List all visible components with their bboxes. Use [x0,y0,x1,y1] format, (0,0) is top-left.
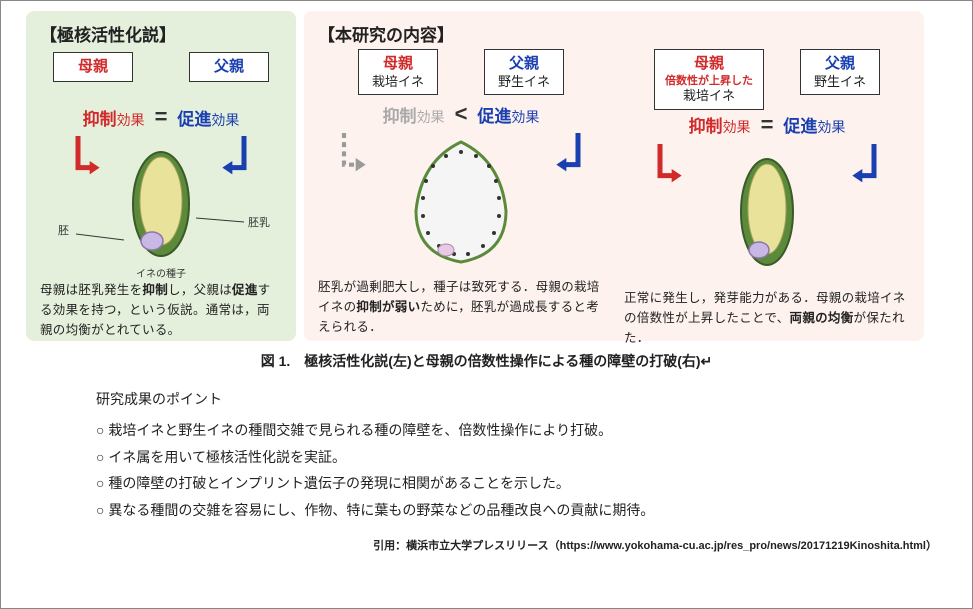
effect-row-left: 抑制効果 = 促進効果 [40,104,282,130]
father-sub-col1: 野生イネ [495,74,553,91]
desc-col2: 正常に発生し，発芽能力がある．母親の栽培イネの倍数性が上昇したことで、両親の均衡… [624,288,910,348]
seed-area-col2 [624,142,910,282]
parent-row-left: 母親 父親 [40,52,282,102]
desc-col1: 胚乳が過剰肥大し，種子は致死する．母親の栽培イネの抑制が弱いために，胚乳が過成長… [318,277,604,337]
ploidy-up-label: 倍数性が上昇した [665,74,753,88]
endosperm-label: 胚乳 [248,214,270,230]
point-item: 栽培イネと野生イネの種間交雑で見られる種の障壁を、倍数性操作により打破。 [96,417,947,444]
father-role-left: 父親 [200,57,258,77]
promote-label-col1: 促進効果 [477,102,539,127]
endosperm-line-icon [196,216,246,230]
parent-row-col2: 母親 倍数性が上昇した 栽培イネ 父親 野生イネ [624,49,910,110]
panel-hypothesis: 【極核活性化説】 母親 父親 抑制効果 = 促進効果 [26,11,296,341]
mother-role-col2: 母親 [665,54,753,74]
overgrown-seed-icon [406,136,516,266]
mother-sub-col2: 栽培イネ [665,88,753,105]
promote-label-col2: 促進効果 [783,112,845,137]
suppress-label-col1: 抑制効果 [383,102,445,127]
desc-left: 母親は胚乳発生を抑制し，父親は促進する効果を持つ，という仮説。通常は，両親の均衡… [40,280,282,340]
equals-op-left: = [151,104,172,130]
mother-box-col2: 母親 倍数性が上昇した 栽培イネ [654,49,764,110]
mother-arrow-col2-icon [652,144,688,194]
point-item: 異なる種間の交雑を容易にし、作物、特に葉もの野菜などの品種改良への貢献に期待。 [96,497,947,524]
father-arrow-icon [216,136,252,186]
parent-row-col1: 母親 栽培イネ 父親 野生イネ [318,49,604,99]
suppress-label-left: 抑制効果 [83,105,145,130]
normal-seed-icon [734,153,800,271]
embryo-label: 胚 [58,222,69,238]
mother-sub-col1: 栽培イネ [369,74,427,91]
mother-role-col1: 母親 [369,54,427,74]
mother-box-col1: 母親 栽培イネ [358,49,438,95]
panel-right-title: 【本研究の内容】 [318,21,454,46]
col-rescued: 母親 倍数性が上昇した 栽培イネ 父親 野生イネ 抑制効果 = 促進効果 [624,21,910,331]
father-box-left: 父親 [189,52,269,82]
mother-role-left: 母親 [64,57,122,77]
effect-row-col2: 抑制効果 = 促進効果 [624,112,910,138]
effect-row-col1: 抑制効果 < 促進効果 [318,101,604,127]
points-title: 研究成果のポイント [96,389,947,409]
seed-area-left: 胚 胚乳 イネの種子 [40,134,282,274]
father-sub-col2: 野生イネ [811,74,869,91]
father-role-col1: 父親 [495,54,553,74]
father-box-col1: 父親 野生イネ [484,49,564,95]
panels-row: 【極核活性化説】 母親 父親 抑制効果 = 促進効果 [26,11,947,341]
citation-text: 引用：横浜市立大学プレスリリース（https://www.yokohama-cu… [26,537,937,553]
point-item: イネ属を用いて極核活性化説を実証。 [96,444,947,471]
panel-left-title: 【極核活性化説】 [40,21,282,46]
mother-arrow-weak-icon [336,133,372,183]
seed-caption: イネの種子 [136,265,186,280]
point-item: 種の障壁の打破とインプリント遺伝子の発現に相関があることを示した。 [96,470,947,497]
seed-area-col1 [318,131,604,271]
mother-arrow-icon [70,136,106,186]
lt-op-col1: < [451,101,472,127]
promote-label-left: 促進効果 [177,105,239,130]
figure-caption: 図 1. 極核活性化説(左)と母親の倍数性操作による種の障壁の打破(右)↵ [26,351,947,371]
mother-box-left: 母親 [53,52,133,82]
father-role-col2: 父親 [811,54,869,74]
father-box-col2: 父親 野生イネ [800,49,880,95]
suppress-label-col2: 抑制効果 [689,112,751,137]
father-arrow-col2-icon [846,144,882,194]
rice-seed-icon [126,147,196,262]
panel-study: 【本研究の内容】 母親 栽培イネ 父親 野生イネ 抑制効果 < 促進効果 [304,11,924,341]
col-lethal: 母親 栽培イネ 父親 野生イネ 抑制効果 < 促進効果 [318,21,604,331]
embryo-line-icon [76,230,126,244]
father-arrow-col1-icon [550,133,586,183]
equals-op-col2: = [757,112,778,138]
points-list: 栽培イネと野生イネの種間交雑で見られる種の障壁を、倍数性操作により打破。 イネ属… [96,417,947,523]
